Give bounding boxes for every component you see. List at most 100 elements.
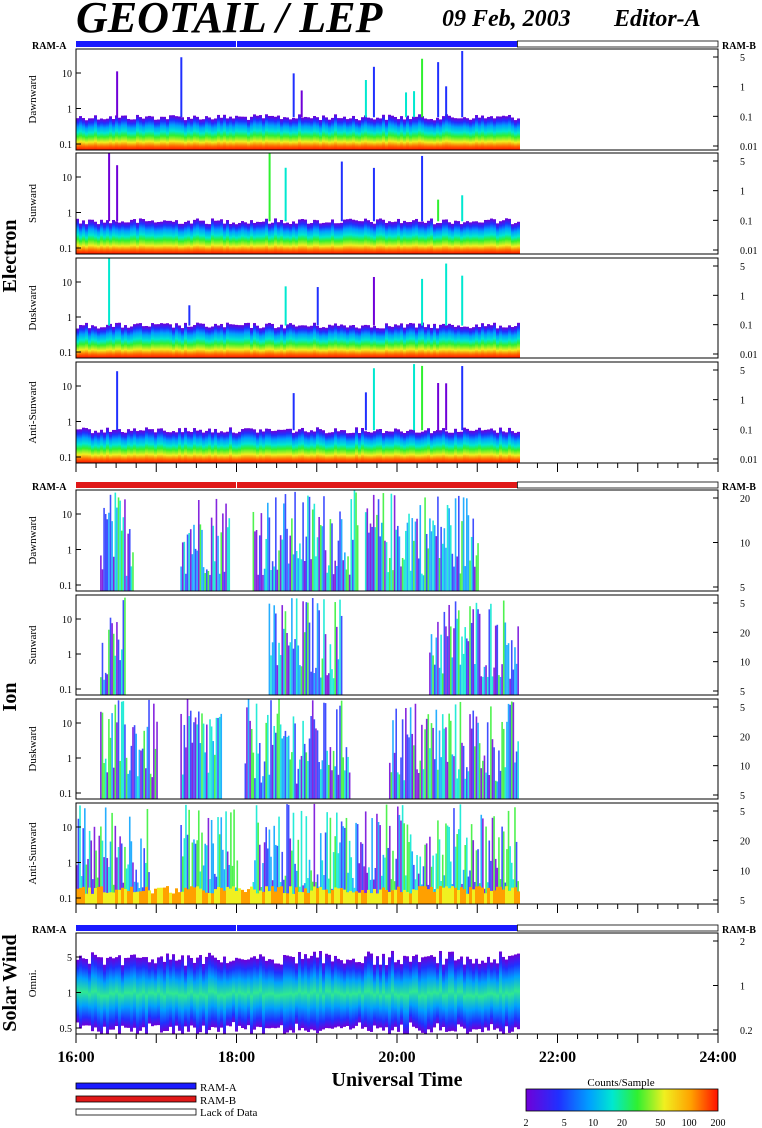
spectro-column	[160, 956, 163, 1033]
spectro-column	[247, 959, 250, 1026]
spectro-column	[412, 220, 415, 254]
spectro-column	[109, 841, 112, 904]
spectro-column	[266, 502, 269, 591]
spectro-column	[294, 639, 296, 695]
spectro-column	[334, 602, 337, 695]
spectro-spike	[437, 199, 440, 222]
spectro-low-band	[259, 890, 262, 904]
spectro-column	[205, 430, 208, 463]
spectro-column	[76, 429, 79, 463]
x-tick-label: 20:00	[378, 1049, 415, 1066]
spectro-column	[148, 962, 151, 1024]
colorbar-tick-label: 100	[682, 1118, 697, 1128]
legend-label-ram-b: RAM-B	[200, 1095, 236, 1107]
spectro-column	[185, 573, 187, 591]
spectro-column	[343, 963, 346, 1027]
spectro-column	[308, 738, 311, 799]
spectro-column	[454, 326, 457, 358]
spectro-column	[229, 961, 232, 1027]
spectro-column	[142, 326, 145, 358]
spectro-column	[208, 224, 211, 254]
right-tick-label: 5	[740, 807, 745, 818]
spectro-column	[448, 826, 450, 904]
spectro-column	[502, 431, 505, 463]
section-ion: RAM-A RAM-BIonDawnward1010.120105Sunward1…	[0, 481, 756, 913]
spectro-column	[118, 322, 121, 358]
spectro-column	[403, 119, 406, 150]
spectro-column	[382, 219, 385, 254]
spectro-column	[454, 498, 457, 591]
legend-swatch-ram-a	[75, 1082, 197, 1090]
spectro-column	[478, 327, 481, 358]
spectro-column	[322, 430, 325, 463]
spectro-column	[459, 664, 462, 695]
spectro-column	[313, 431, 316, 463]
spectro-column	[115, 429, 118, 463]
spectro-column	[133, 324, 136, 358]
spectro-column	[373, 119, 376, 150]
spectro-low-band	[286, 893, 289, 904]
left-tick-label: 10	[62, 69, 72, 80]
spectro-column	[369, 523, 372, 591]
spectro-column	[82, 958, 85, 1026]
spectro-column	[300, 810, 303, 904]
spectro-column	[274, 218, 277, 254]
spectro-column	[284, 611, 287, 695]
spectro-column	[432, 655, 434, 695]
spectro-spike	[405, 92, 408, 118]
spectro-column	[85, 428, 88, 463]
spectro-column	[316, 730, 319, 799]
spectro-low-band	[265, 886, 268, 904]
spectro-column	[442, 116, 445, 150]
spectro-column	[371, 526, 373, 591]
spectro-column	[257, 574, 259, 591]
spectro-column	[469, 222, 472, 254]
spectro-column	[441, 714, 444, 799]
spectro-column	[475, 958, 478, 1030]
spectro-column	[92, 879, 94, 904]
spectro-column	[292, 324, 295, 358]
spectro-column	[214, 220, 217, 254]
spectro-low-band	[133, 892, 136, 904]
spectro-spike	[116, 165, 119, 222]
spectro-column	[493, 219, 496, 254]
left-tick-label: 0.1	[60, 789, 73, 800]
spectro-column	[124, 957, 127, 1028]
spectro-low-band	[136, 891, 139, 904]
spectro-spike	[445, 86, 448, 118]
spectro-column	[302, 601, 304, 695]
spectro-column	[486, 722, 489, 799]
right-tick-label: 5	[740, 262, 745, 273]
spectro-column	[175, 323, 178, 358]
spectro-column	[280, 964, 283, 1026]
spectro-column	[194, 548, 197, 591]
spectro-column	[418, 323, 421, 358]
spectro-column	[125, 868, 128, 904]
spectro-low-band	[427, 889, 430, 904]
spectro-column	[463, 117, 466, 150]
spectro-column	[277, 429, 280, 463]
spectro-column	[367, 951, 370, 1031]
spectro-column	[278, 699, 280, 799]
spectro-column	[412, 429, 415, 463]
spectro-column	[307, 761, 309, 799]
spectro-column	[352, 877, 354, 904]
spectro-column	[121, 327, 124, 358]
spectro-column	[91, 118, 94, 150]
spectro-column	[424, 497, 426, 591]
spectro-column	[339, 842, 341, 904]
spectro-column	[85, 958, 88, 1026]
spectro-column	[130, 954, 133, 1032]
spectro-low-band	[394, 889, 397, 904]
spectro-column	[472, 430, 475, 463]
spectro-column	[111, 521, 113, 591]
left-tick-label: 10	[62, 823, 72, 834]
spectro-column	[400, 223, 403, 254]
right-tick-label: 1	[740, 83, 745, 94]
spectro-column	[310, 671, 312, 695]
spectro-column	[376, 429, 379, 463]
spectro-column	[501, 826, 503, 904]
spectro-column	[515, 841, 518, 904]
spectro-column	[490, 218, 493, 254]
